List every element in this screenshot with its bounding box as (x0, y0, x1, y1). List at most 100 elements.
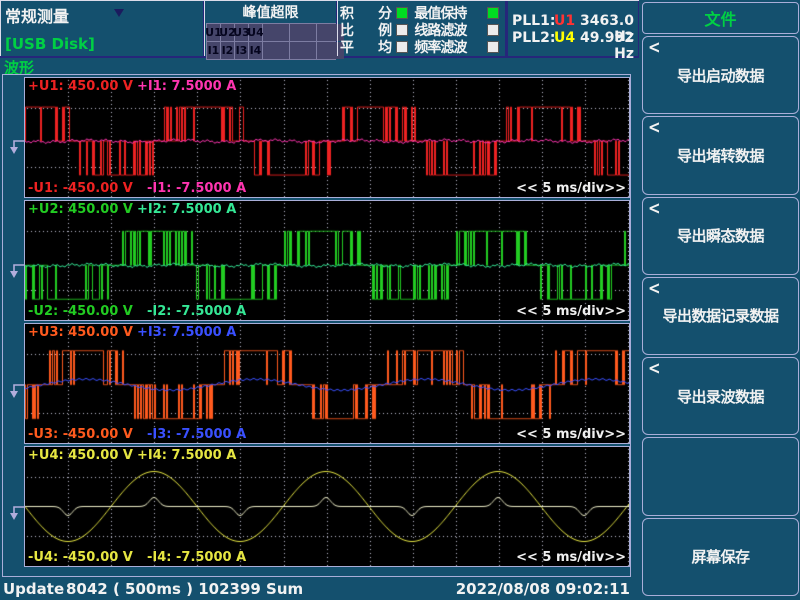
toggle-char: 例 (378, 22, 393, 39)
pll-label: PLL1: (511, 13, 556, 29)
sidebar-button-label: 导出瞬态数据 (676, 227, 765, 246)
channel-top-current-label: +I4: 7.5000 A (137, 448, 237, 463)
sidebar: 文件 < 导出启动数据 < 导出堵转数据 < 导出瞬态数据 < 导出数据记录数据 < 导出录波数据… (640, 0, 800, 600)
toggle-char: 积 (339, 5, 354, 22)
channel-bottom-current-label: -I3: -7.5000 A (147, 427, 247, 442)
sidebar-button[interactable]: < 导出录波数据 (642, 357, 799, 436)
channel-top-current-label: +I2: 7.5000 A (137, 202, 237, 217)
pll-label: PLL2: (511, 30, 556, 46)
checkbox (396, 23, 409, 36)
channel-bottom-voltage-label: -U2: -450.00 V (28, 304, 133, 319)
peak-cell: I3 (234, 42, 248, 59)
header: 常规测量 [USB Disk] 峰值超限 U1 U2 U3 U4 I1 I2 I3 I4 积分… (0, 0, 639, 62)
pll-row: PLL1: U1 3463.0 Hz (511, 13, 638, 45)
usb-disk-label: [USB Disk] (5, 35, 95, 53)
waveform-canvas (25, 447, 629, 566)
channel-panel: +U2: 450.00 V +I2: 7.5000 A -U2: -450.00 V… (24, 200, 630, 321)
toggle-char: 分 (378, 5, 393, 22)
peak-cell: U1 (205, 24, 222, 41)
peak-cell: I4 (248, 42, 262, 59)
toggle-row: 比 例 线路滤波 (339, 21, 505, 39)
pll-value: 49.992 Hz (579, 30, 634, 62)
channel-top-voltage-label: +U4: 450.00 V (28, 448, 133, 463)
peak-cell: I1 (206, 42, 220, 59)
toggle-char: 比 (339, 22, 354, 39)
peak-cell-empty (289, 24, 316, 41)
datetime-label: 2022/08/08 09:02:11 (455, 580, 630, 598)
dropdown-arrow-icon (114, 9, 124, 17)
zero-marker-icon (10, 264, 24, 279)
time-div-label: << 5 ms/div>> (516, 427, 626, 442)
toggle-char: 平 (339, 39, 354, 56)
pll-row: PLL2: U4 49.992 Hz (511, 30, 638, 62)
sidebar-button[interactable]: 屏幕保存 (642, 517, 799, 596)
peak-limit-title: 峰值超限 (242, 5, 299, 21)
channel-panel: +U3: 450.00 V +I3: 7.5000 A -U3: -450.00 V… (24, 323, 630, 444)
peak-cell: I2 (220, 42, 234, 59)
waveform-canvas (25, 78, 629, 197)
peak-cell-empty (262, 24, 289, 41)
zero-marker-icon (10, 140, 24, 155)
back-arrow-icon: < (648, 277, 661, 299)
pll-source: U1 (553, 13, 576, 29)
waveform-canvas (25, 201, 629, 320)
sidebar-button[interactable]: < 导出堵转数据 (642, 116, 799, 195)
peak-cell-empty (289, 42, 316, 59)
sidebar-button-label: 导出录波数据 (676, 387, 765, 406)
toggle-row: 积 分 最值保持 (339, 4, 505, 22)
channel-bottom-voltage-label: -U1: -450.00 V (28, 181, 133, 196)
peak-cell: U4 (247, 24, 264, 41)
back-arrow-icon: < (648, 357, 661, 379)
toggle-label: 频率滤波 (414, 39, 467, 56)
toggle-panel: 积 分 最值保持比 例 线路滤波平 均 频率滤波 (336, 1, 506, 56)
sidebar-button-label: 导出数据记录数据 (662, 307, 779, 326)
sidebar-button[interactable]: < 导出瞬态数据 (642, 196, 799, 275)
peak-cell: U2 (219, 24, 236, 41)
sidebar-button-label: 导出启动数据 (676, 66, 765, 85)
sidebar-button[interactable] (642, 437, 799, 516)
peak-grid: U1 U2 U3 U4 I1 I2 I3 I4 (205, 23, 344, 60)
time-div-label: << 5 ms/div>> (516, 181, 626, 196)
channel-top-voltage-label: +U3: 450.00 V (28, 325, 133, 340)
channel-bottom-current-label: -I1: -7.5000 A (147, 181, 247, 196)
channel-bottom-current-label: -I2: -7.5000 A (147, 304, 247, 319)
sidebar-title: 文件 (642, 2, 799, 34)
sidebar-button-label: 导出堵转数据 (676, 146, 765, 165)
sidebar-button[interactable]: < 导出启动数据 (642, 36, 799, 115)
back-arrow-icon: < (648, 116, 661, 139)
toggle-char: 均 (378, 39, 393, 56)
channel-bottom-voltage-label: -U4: -450.00 V (28, 550, 133, 565)
pll-panel: PLL1: U1 3463.0 Hz PLL2: U4 49.992 Hz (505, 1, 639, 62)
toggle-label: 最值保持 (414, 5, 467, 22)
pll-value: 3463.0 Hz (579, 13, 634, 45)
checkbox (486, 40, 499, 53)
waveform-canvas (25, 324, 629, 443)
waveform-area-label: 波形 (4, 59, 35, 77)
peak-cell-empty (262, 42, 289, 59)
pll-source: U4 (553, 30, 576, 46)
toggle-row: 平 均 频率滤波 (339, 38, 505, 56)
checkbox (486, 23, 499, 36)
channel-top-current-label: +I1: 7.5000 A (137, 79, 237, 94)
zero-marker-icon (10, 383, 24, 398)
zero-marker-icon (10, 505, 24, 520)
channel-panel: +U4: 450.00 V +I4: 7.5000 A -U4: -450.00 V… (24, 446, 630, 567)
back-arrow-icon: < (648, 36, 661, 58)
time-div-label: << 5 ms/div>> (516, 550, 626, 565)
channel-top-voltage-label: +U2: 450.00 V (28, 202, 133, 217)
channel-bottom-current-label: -I4: -7.5000 A (147, 550, 247, 565)
peak-limit-panel: 峰值超限 U1 U2 U3 U4 I1 I2 I3 I4 (203, 1, 344, 60)
sample-counter: 8042 ( 500ms ) 102399 Sum (66, 580, 304, 598)
waveform-container: +U1: 450.00 V +I1: 7.5000 A -U1: -450.00 V… (2, 74, 631, 577)
channel-panel: +U1: 450.00 V +I1: 7.5000 A -U1: -450.00 V… (24, 77, 630, 198)
sidebar-button[interactable]: < 导出数据记录数据 (642, 276, 799, 356)
channel-top-voltage-label: +U1: 450.00 V (28, 79, 133, 94)
peak-cell: U3 (233, 24, 250, 41)
checkbox (396, 40, 409, 53)
measurement-mode-title: 常规测量 (5, 7, 70, 26)
measurement-mode-box: 常规测量 [USB Disk] (0, 1, 204, 56)
checkbox (486, 6, 499, 19)
update-label: Update (3, 580, 65, 598)
toggle-label: 线路滤波 (414, 22, 467, 39)
